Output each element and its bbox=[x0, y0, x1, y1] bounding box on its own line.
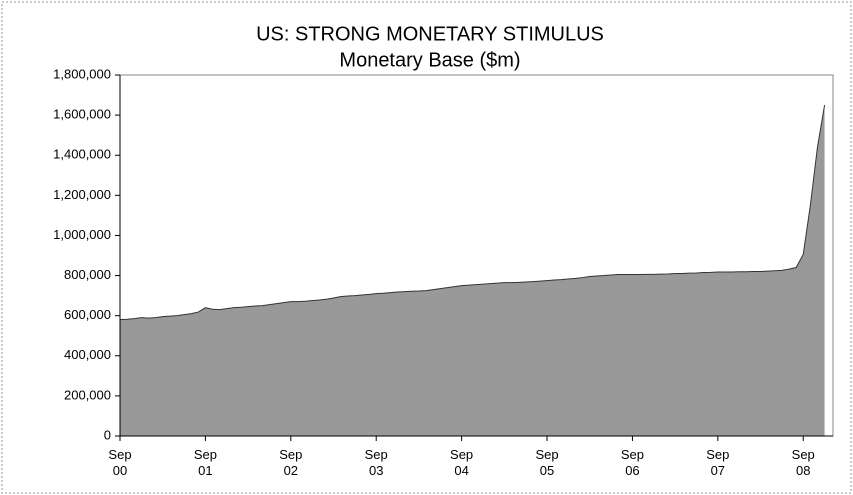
chart-subtitle: Monetary Base ($m) bbox=[339, 49, 520, 71]
x-tick-label: Sep 07 bbox=[706, 447, 729, 478]
x-tick-label: Sep 06 bbox=[621, 447, 644, 478]
x-tick-label: Sep 04 bbox=[450, 447, 473, 478]
y-tick-label: 0 bbox=[104, 427, 111, 442]
x-tick-label: Sep 05 bbox=[535, 447, 558, 478]
y-tick-label: 1,000,000 bbox=[53, 227, 111, 242]
x-tick-label: Sep 02 bbox=[279, 447, 302, 478]
area bbox=[120, 105, 825, 436]
x-tick-label: Sep 03 bbox=[365, 447, 388, 478]
area-line bbox=[119, 104, 826, 321]
y-tick-label: 600,000 bbox=[64, 307, 111, 322]
x-tick-label: Sep 01 bbox=[194, 447, 217, 478]
y-tick-label: 1,200,000 bbox=[53, 187, 111, 202]
y-tick-label: 800,000 bbox=[64, 267, 111, 282]
y-tick-label: 1,600,000 bbox=[53, 107, 111, 122]
y-tick-label: 1,400,000 bbox=[53, 147, 111, 162]
y-tick-label: 400,000 bbox=[64, 347, 111, 362]
x-tick-label: Sep 08 bbox=[792, 447, 815, 478]
y-tick-label: 200,000 bbox=[64, 387, 111, 402]
y-tick-label: 1,800,000 bbox=[53, 66, 111, 81]
chart-title: US: STRONG MONETARY STIMULUS bbox=[256, 23, 604, 45]
x-tick-label: Sep 00 bbox=[108, 447, 131, 478]
